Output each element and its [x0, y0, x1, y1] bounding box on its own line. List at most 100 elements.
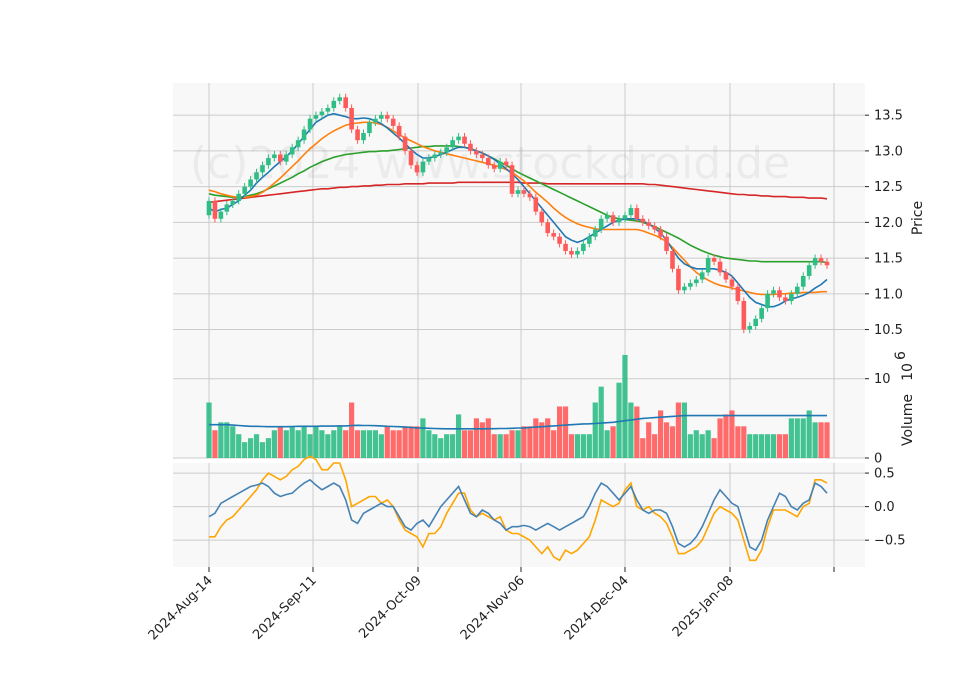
volume-bar: [212, 430, 218, 458]
candle: [806, 261, 812, 280]
candle-body: [693, 279, 699, 284]
candle-body: [539, 211, 545, 223]
candle-body: [794, 286, 800, 294]
candle-body: [545, 222, 551, 234]
volume-bar: [652, 434, 658, 458]
volume-bar: [800, 418, 806, 458]
volume-bar: [687, 434, 693, 458]
candle: [319, 108, 325, 119]
candle-body: [260, 165, 265, 173]
candle: [301, 125, 307, 144]
volume-bar: [610, 426, 616, 458]
oscillator-panel: [173, 463, 865, 567]
volume-bar: [378, 434, 384, 458]
candle: [283, 150, 289, 166]
candle: [373, 115, 378, 126]
y-tick-label: 12.0: [874, 216, 903, 231]
volume-bar: [354, 430, 361, 458]
candle-body: [676, 268, 681, 291]
candle: [515, 186, 521, 198]
candle-body: [569, 250, 574, 255]
volume-bar: [420, 418, 426, 458]
volume-bar: [741, 426, 747, 458]
y-tick-label: 13.0: [874, 144, 903, 159]
volume-bar: [408, 426, 414, 458]
candle: [521, 186, 527, 198]
candle-body: [384, 115, 390, 119]
candle: [313, 111, 319, 123]
volume-bar: [699, 434, 705, 458]
candle: [622, 211, 628, 223]
volume-bar: [735, 426, 741, 458]
volume-bar: [646, 422, 652, 458]
volume-bar: [455, 414, 462, 458]
oscillator-lines: [208, 455, 828, 562]
candle: [509, 161, 515, 198]
candle-body: [349, 108, 354, 130]
volume-bar: [812, 422, 818, 458]
candle-body: [777, 290, 782, 298]
candle-body: [438, 152, 444, 155]
volume-bar: [467, 430, 474, 458]
candle: [699, 268, 705, 284]
volume-bar: [824, 422, 830, 458]
candle-body: [705, 258, 711, 273]
volume-bar: [247, 438, 254, 458]
volume-bar: [349, 402, 355, 458]
volume-bar: [693, 430, 699, 458]
candle: [569, 247, 574, 259]
candle-body: [355, 129, 360, 141]
candle-body: [515, 190, 521, 194]
volume-bar: [515, 430, 521, 458]
volume-bar: [551, 430, 557, 458]
volume-bar: [634, 406, 640, 458]
candle: [474, 147, 479, 159]
volume-bar: [485, 418, 491, 458]
candle-body: [272, 154, 277, 159]
volume-bar: [384, 426, 390, 458]
candle-body: [319, 111, 325, 116]
volume-bar: [497, 434, 503, 458]
volume-bar: [776, 434, 783, 458]
candle: [789, 290, 794, 305]
candle-body: [711, 258, 717, 262]
candle: [367, 118, 372, 137]
y-tick-label: 13.5: [874, 109, 903, 124]
candle: [753, 315, 758, 330]
candle: [741, 297, 747, 334]
volume-bar: [265, 438, 272, 458]
volume-bar: [509, 430, 515, 458]
candle-body: [527, 193, 533, 198]
volume-bar: [218, 422, 224, 458]
candle-body: [278, 154, 283, 162]
candle: [545, 218, 551, 237]
volume-bar: [271, 430, 277, 458]
candle-body: [521, 190, 527, 194]
candle: [765, 290, 770, 312]
candle: [735, 283, 741, 305]
candle: [652, 222, 657, 234]
candle: [723, 268, 729, 284]
candle-body: [634, 208, 640, 219]
oscillator-axis-ticks: 0.5 0.0 −0.5: [865, 467, 906, 549]
volume-bar: [574, 434, 581, 458]
candle: [414, 161, 420, 176]
candle: [248, 175, 253, 191]
volume-bar: [729, 410, 735, 458]
candle-body: [218, 211, 224, 219]
volume-bar: [473, 418, 480, 458]
volume-bar: [438, 438, 444, 458]
volume-bar: [372, 430, 378, 458]
volume-bar: [307, 434, 313, 458]
price-axis-label: Price: [910, 201, 926, 235]
volume-bar: [658, 410, 664, 458]
candle-body: [420, 161, 426, 173]
x-tick-label: 2024-Dec-04: [562, 573, 632, 643]
candlesticks: [206, 93, 830, 334]
candle: [664, 233, 669, 255]
candle-body: [622, 215, 628, 219]
volume-bar: [723, 414, 729, 458]
candle-body: [242, 186, 247, 194]
candle-body: [331, 100, 337, 109]
